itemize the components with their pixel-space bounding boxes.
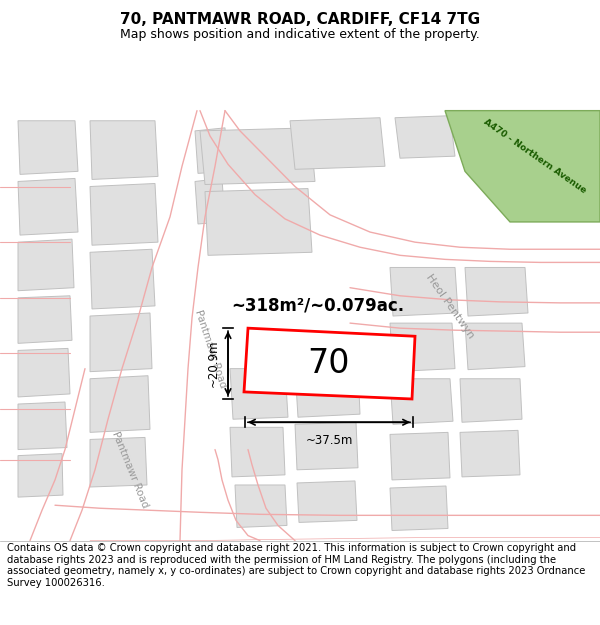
- Polygon shape: [205, 189, 312, 256]
- Polygon shape: [390, 323, 455, 372]
- Polygon shape: [230, 369, 288, 419]
- Polygon shape: [90, 313, 152, 372]
- Text: Map shows position and indicative extent of the property.: Map shows position and indicative extent…: [120, 28, 480, 41]
- Text: ~20.9m: ~20.9m: [207, 340, 220, 388]
- Polygon shape: [295, 367, 360, 418]
- Polygon shape: [460, 379, 522, 423]
- Polygon shape: [90, 249, 155, 309]
- Polygon shape: [18, 178, 78, 235]
- Polygon shape: [395, 116, 455, 158]
- Polygon shape: [18, 402, 67, 449]
- Polygon shape: [18, 454, 63, 497]
- Text: 70, PANTMAWR ROAD, CARDIFF, CF14 7TG: 70, PANTMAWR ROAD, CARDIFF, CF14 7TG: [120, 12, 480, 27]
- Polygon shape: [295, 422, 358, 470]
- Polygon shape: [18, 348, 70, 397]
- Text: Heol Pentwyn: Heol Pentwyn: [424, 272, 476, 340]
- Text: ~318m²/~0.079ac.: ~318m²/~0.079ac.: [232, 297, 404, 315]
- Text: Contains OS data © Crown copyright and database right 2021. This information is : Contains OS data © Crown copyright and d…: [7, 543, 586, 588]
- Polygon shape: [195, 178, 225, 224]
- Polygon shape: [390, 268, 458, 316]
- Text: ~37.5m: ~37.5m: [305, 434, 353, 447]
- Polygon shape: [200, 128, 315, 184]
- Polygon shape: [90, 438, 147, 487]
- Text: Pantmawr Road: Pantmawr Road: [110, 430, 150, 509]
- Polygon shape: [390, 379, 453, 424]
- Polygon shape: [290, 118, 385, 169]
- Text: A470 - Northern Avenue: A470 - Northern Avenue: [482, 118, 588, 195]
- Polygon shape: [230, 428, 285, 477]
- Text: 70: 70: [307, 347, 349, 380]
- Polygon shape: [244, 328, 415, 399]
- Polygon shape: [18, 121, 78, 174]
- Polygon shape: [18, 296, 72, 343]
- Polygon shape: [297, 481, 357, 522]
- Polygon shape: [90, 184, 158, 245]
- Polygon shape: [18, 239, 74, 291]
- Text: Pantmawr Road: Pantmawr Road: [193, 308, 227, 389]
- Polygon shape: [390, 486, 448, 531]
- Polygon shape: [390, 432, 450, 480]
- Polygon shape: [235, 485, 287, 528]
- Polygon shape: [90, 376, 150, 432]
- Polygon shape: [465, 268, 528, 316]
- Polygon shape: [195, 128, 228, 173]
- Polygon shape: [90, 121, 158, 179]
- Polygon shape: [465, 323, 525, 369]
- Polygon shape: [460, 431, 520, 477]
- Polygon shape: [445, 111, 600, 222]
